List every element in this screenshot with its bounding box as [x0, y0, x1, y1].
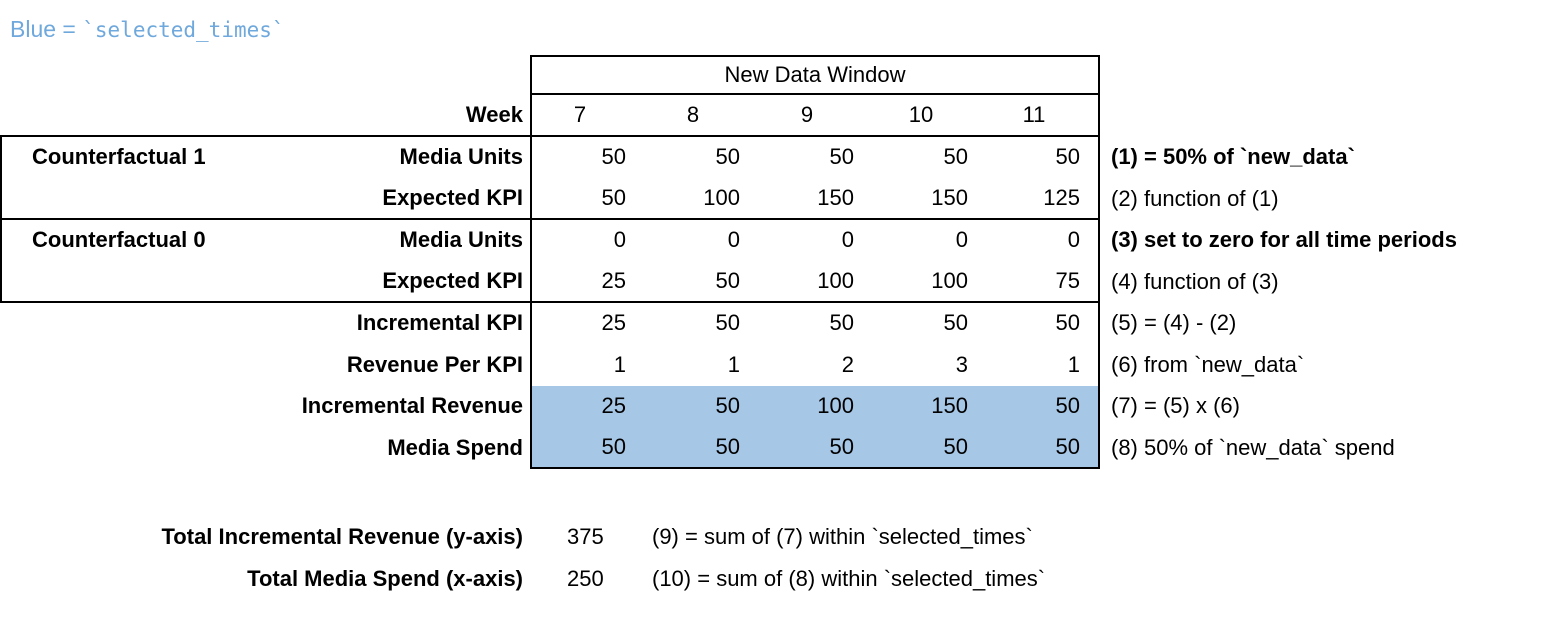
table-cell: 50	[829, 310, 854, 336]
week-number: 7	[530, 95, 644, 137]
spacer-cell	[0, 386, 260, 428]
row-annotation-6: (6) from `new_data`	[1111, 351, 1305, 377]
table-cell: 125	[986, 178, 1100, 220]
table-cell: 50	[715, 144, 740, 170]
table-cell: 0	[955, 227, 968, 253]
highlighted-table-cell: 50	[530, 427, 644, 469]
table-cell: 50	[986, 136, 1100, 178]
table-cell: 1	[727, 351, 740, 377]
highlighted-table-cell: 50	[986, 385, 1100, 427]
table-cell: 100	[758, 261, 872, 303]
spacer-cell	[0, 303, 260, 345]
total-media-spend-value: 250	[567, 566, 604, 591]
table-cell: 1	[986, 344, 1100, 386]
row-label-incremental-revenue: Incremental Revenue	[301, 393, 523, 419]
table-cell: 50	[530, 178, 644, 220]
row-label-expected-kpi: Expected KPI	[260, 178, 530, 220]
group-label-counterfactual-1: Counterfactual 1	[0, 136, 260, 178]
table-cell: 50	[943, 310, 968, 336]
table-cell: 0	[986, 219, 1100, 261]
row-label-incremental-kpi: Incremental KPI	[356, 310, 523, 336]
table-cell: 25	[530, 261, 644, 303]
table-cell: 50	[715, 310, 740, 336]
row-label-media-spend: Media Spend	[387, 434, 523, 460]
row-annotation-5: (5) = (4) - (2)	[1111, 310, 1237, 336]
legend-code-selected-times: `selected_times`	[82, 18, 285, 42]
spacer-cell	[0, 261, 260, 303]
highlighted-table-cell: 50	[872, 427, 986, 469]
row-label-expected-kpi: Expected KPI	[260, 261, 530, 303]
spacer-cell	[0, 427, 260, 469]
table-cell: 1	[530, 344, 644, 386]
table-cell: 50	[986, 302, 1100, 344]
spacer-cell	[1100, 95, 1544, 137]
total-media-spend-label: Total Media Spend (x-axis)	[247, 566, 523, 591]
table-cell: 0	[530, 219, 644, 261]
table-cell: 50	[644, 261, 758, 303]
spacer-cell	[0, 344, 260, 386]
table-cell: 3	[955, 351, 968, 377]
table-cell: 0	[727, 227, 740, 253]
legend-prefix: Blue =	[10, 16, 83, 42]
table-cell: 50	[943, 144, 968, 170]
highlighted-table-cell: 25	[530, 385, 644, 427]
summary-annotation-10: (10) = sum of (8) within `selected_times…	[652, 566, 1046, 591]
counterfactual-table: New Data Window Week 7 8 9 10 11 Counter…	[0, 55, 1544, 469]
highlighted-table-cell: 50	[644, 427, 758, 469]
table-cell: 150	[872, 178, 986, 220]
highlighted-table-cell: 50	[758, 427, 872, 469]
week-number: 11	[986, 95, 1100, 137]
table-cell: 25	[530, 302, 644, 344]
row-annotation-8: (8) 50% of `new_data` spend	[1111, 434, 1395, 460]
new-data-window-header: New Data Window	[530, 55, 1100, 95]
week-number: 10	[872, 95, 986, 137]
spacer-cell	[1100, 55, 1544, 95]
table-cell: 100	[872, 261, 986, 303]
table-cell: 150	[758, 178, 872, 220]
highlight-legend: Blue = `selected_times`	[10, 16, 285, 43]
row-annotation-2: (2) function of (1)	[1111, 185, 1279, 211]
row-label-media-units: Media Units	[399, 144, 523, 170]
row-label-media-units: Media Units	[399, 227, 523, 253]
row-annotation-1: (1) = 50% of `new_data`	[1111, 144, 1355, 170]
highlighted-table-cell: 50	[644, 385, 758, 427]
row-label-revenue-per-kpi: Revenue Per KPI	[346, 351, 523, 377]
spacer-cell	[0, 55, 530, 95]
table-cell: 50	[829, 144, 854, 170]
row-annotation-7: (7) = (5) x (6)	[1111, 393, 1240, 419]
highlighted-table-cell: 100	[758, 385, 872, 427]
highlighted-table-cell: 50	[986, 427, 1100, 469]
group-label-counterfactual-0: Counterfactual 0	[0, 219, 260, 261]
week-row-label: Week	[260, 95, 530, 137]
highlighted-table-cell: 150	[872, 385, 986, 427]
total-incremental-revenue-label: Total Incremental Revenue (y-axis)	[161, 524, 524, 549]
table-cell: 100	[644, 178, 758, 220]
row-annotation-4: (4) function of (3)	[1111, 268, 1279, 294]
spacer-cell	[0, 178, 260, 220]
week-number: 8	[644, 95, 758, 137]
summary-annotation-9: (9) = sum of (7) within `selected_times`	[652, 524, 1033, 549]
totals-summary: Total Incremental Revenue (y-axis) 375 (…	[0, 516, 1544, 600]
table-cell: 2	[841, 351, 854, 377]
week-number: 9	[758, 95, 872, 137]
table-cell: 50	[530, 136, 644, 178]
table-cell: 0	[841, 227, 854, 253]
row-annotation-3: (3) set to zero for all time periods	[1111, 227, 1457, 253]
table-cell: 75	[986, 261, 1100, 303]
total-incremental-revenue-value: 375	[567, 524, 604, 549]
spacer-cell	[0, 95, 260, 137]
